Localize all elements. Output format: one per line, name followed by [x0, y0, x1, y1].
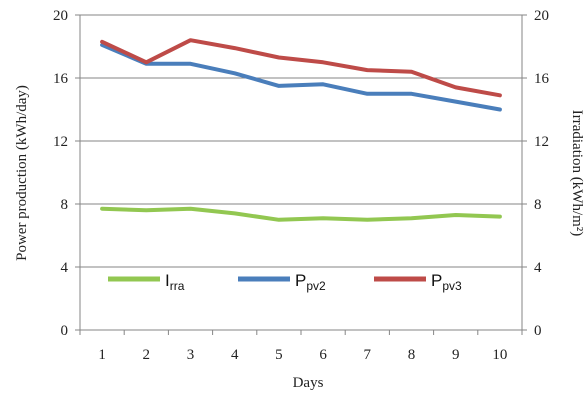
x-tick-label: 2 [143, 347, 151, 363]
left-tick-label: 20 [53, 8, 68, 24]
x-tick-label: 8 [408, 347, 416, 363]
legend: Irra Ppv2 Ppv3 [108, 271, 462, 293]
x-tick-label: 5 [275, 347, 283, 363]
x-tick-label: 7 [364, 347, 372, 363]
x-tick-label: 4 [231, 347, 239, 363]
legend-label-sub: pv2 [306, 279, 326, 293]
x-tick-label: 3 [187, 347, 195, 363]
series-line-ppv2 [100, 42, 502, 112]
right-tick-label: 16 [534, 71, 550, 87]
right-tick-label: 20 [534, 8, 549, 24]
legend-label-main: I [165, 271, 170, 290]
left-tick-label: 12 [53, 134, 68, 150]
left-tick-label: 0 [61, 323, 69, 339]
x-tick-label: 10 [492, 347, 507, 363]
series-line-ppv3 [100, 38, 502, 98]
right-axis-ticks: 0 4 8 12 16 20 [534, 8, 550, 339]
x-axis-ticks: 1 2 3 4 5 6 7 8 9 10 [98, 347, 507, 363]
right-tick-label: 0 [534, 323, 542, 339]
right-tick-label: 8 [534, 197, 542, 213]
left-tick-label: 16 [53, 71, 69, 87]
series-lines [100, 38, 502, 222]
axes [75, 14, 527, 335]
x-tick-label: 1 [98, 347, 106, 363]
legend-label: Ppv2 [295, 271, 326, 293]
legend-label-main: P [431, 271, 442, 290]
left-axis-ticks: 0 4 8 12 16 20 [53, 8, 69, 339]
legend-label-sub: pv3 [442, 279, 462, 293]
left-tick-label: 8 [61, 197, 69, 213]
legend-label: Irra [165, 271, 185, 293]
right-tick-label: 4 [534, 260, 542, 276]
gridlines [80, 14, 522, 268]
legend-label: Ppv3 [431, 271, 462, 293]
left-axis-title: Power production (kWh/day) [14, 85, 30, 261]
series-line-irra [100, 206, 502, 222]
x-axis-title: Days [293, 375, 324, 391]
x-tick-label: 9 [452, 347, 460, 363]
legend-label-main: P [295, 271, 306, 290]
right-tick-label: 12 [534, 134, 549, 150]
left-tick-label: 4 [61, 260, 69, 276]
right-axis-title: Irradiation (kWh/m²) [569, 110, 585, 237]
legend-label-sub: rra [170, 279, 185, 293]
x-tick-label: 6 [319, 347, 327, 363]
